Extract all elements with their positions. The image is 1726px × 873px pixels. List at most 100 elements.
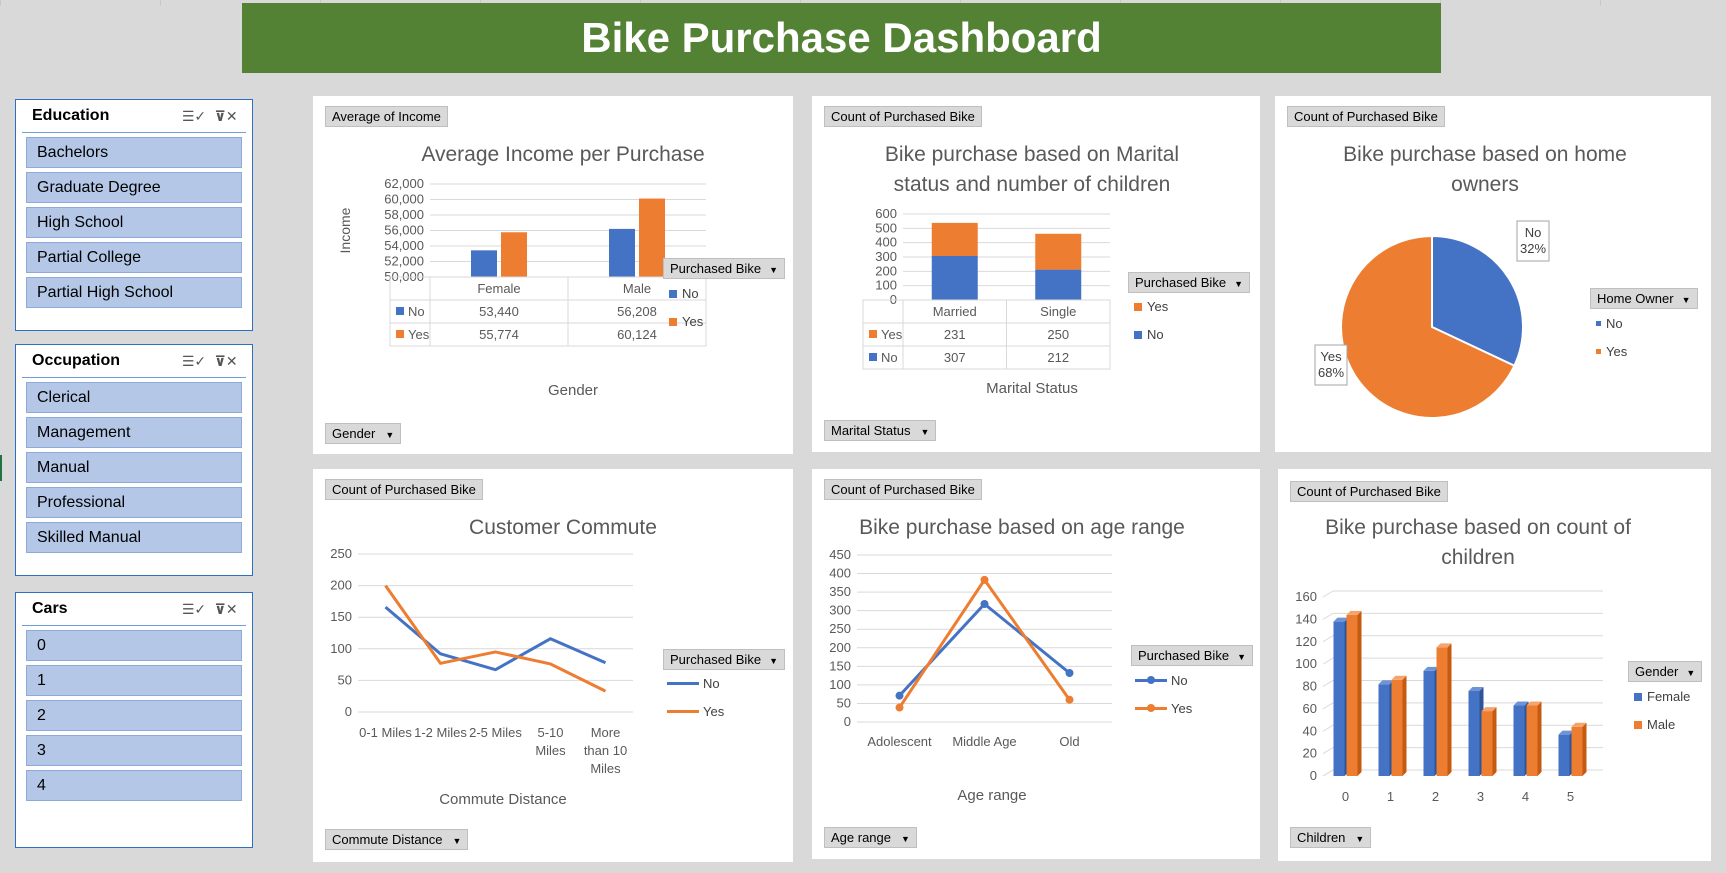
legend-filter-button[interactable]: Purchased Bike ▼ [663,649,785,670]
clear-filter-icon[interactable]: ⊽✕ [214,107,238,124]
y-tick-label: 100 [1295,656,1317,671]
x-tick-label: 0-1 Miles [359,725,412,740]
legend-filter-button[interactable]: Purchased Bike ▼ [1131,645,1253,666]
clear-filter-icon[interactable]: ⊽✕ [214,600,238,617]
chart-title: Bike purchase based on age range [859,516,1185,539]
data-label-box [1516,220,1550,262]
axis-field-button[interactable]: Gender ▼ [325,423,402,444]
chart-panel-commute: Count of Purchased Bike Customer Commute… [313,469,793,862]
bar-side [1357,610,1362,776]
pie-slice-no [1431,234,1524,368]
y-tick-label: 40 [1303,723,1317,738]
multi-select-icon[interactable]: ☰✓ [181,600,207,617]
table-cell: 53,440 [479,304,519,319]
slicer-item[interactable]: Professional [26,487,242,518]
slicer-item[interactable]: 1 [26,665,242,696]
slicer-item[interactable]: Partial College [26,242,242,273]
bar-top [1468,686,1484,691]
gridline [1322,680,1603,687]
legend-item-no: No [1134,327,1164,342]
y-tick-label: 250 [829,621,851,636]
slicer-item[interactable]: Clerical [26,382,242,413]
axis-field-button[interactable]: Marital Status ▼ [824,420,937,441]
table-row-label: No [881,350,898,365]
bar-no [931,255,978,300]
y-tick-label: 100 [330,641,352,656]
value-field-button[interactable]: Count of Purchased Bike [824,106,982,127]
y-tick-label: 50 [837,695,851,710]
slicer-item[interactable]: 2 [26,700,242,731]
bar-female [1468,690,1480,776]
slicer-header: Education ☰✓ ⊽✕ [22,100,246,133]
slicer-item[interactable]: Bachelors [26,137,242,168]
bar-side [1537,701,1542,776]
slicer-item[interactable]: Management [26,417,242,448]
x-tick-label: 4 [1522,789,1529,804]
legend-filter-button[interactable]: Purchased Bike ▼ [1128,272,1250,293]
y-tick-label: 500 [875,220,897,235]
slicer-cars[interactable]: Cars ☰✓ ⊽✕ 0 1 2 3 4 [15,592,253,848]
slicer-item[interactable]: Partial High School [26,277,242,308]
y-tick-label: 20 [1303,746,1317,761]
multi-select-icon[interactable]: ☰✓ [181,352,207,369]
line-series-no [898,602,1071,697]
x-tick-label: Married [933,304,977,319]
x-tick-label: Old [1059,734,1079,749]
chart-panel-children: Count of Purchased Bike Bike purchase ba… [1278,469,1711,861]
axis-field-button[interactable]: Children ▼ [1290,827,1372,848]
y-tick-label: 62,000 [384,176,424,191]
x-tick-label: 5-10 Miles [535,725,566,758]
bar-top [1333,617,1349,622]
x-axis-title: Marital Status [986,380,1078,397]
pie-slice-yes [1340,234,1516,419]
bar-side [1402,675,1407,776]
bar-top [1423,666,1439,671]
slicer-item[interactable]: Skilled Manual [26,522,242,553]
slicer-header: Occupation ☰✓ ⊽✕ [22,345,246,378]
bar-top [1571,722,1587,727]
y-tick-label: 300 [875,249,897,264]
x-tick-label: Female [477,281,520,296]
selected-row-marker [0,455,2,481]
slicer-occupation[interactable]: Occupation ☰✓ ⊽✕ Clerical Management Manua… [15,344,253,576]
bar-female [1558,734,1570,776]
value-field-button[interactable]: Count of Purchased Bike [1287,106,1445,127]
bar-top [1391,675,1407,680]
value-field-button[interactable]: Average of Income [325,106,448,127]
slicer-item[interactable]: 3 [26,735,242,766]
bar-yes [639,198,665,277]
clear-filter-icon[interactable]: ⊽✕ [214,352,238,369]
marker-yes [980,575,989,584]
x-tick-label: 1-2 Miles [414,725,467,740]
y-tick-label: 400 [829,566,851,581]
bar-side [1582,722,1587,776]
y-tick-label: 0 [345,704,352,719]
bar-yes [931,222,978,256]
axis-field-button[interactable]: Commute Distance ▼ [325,829,469,850]
value-field-button[interactable]: Count of Purchased Bike [325,479,483,500]
axis-field-button[interactable]: Age range ▼ [824,827,917,848]
legend-filter-button[interactable]: Gender ▼ [1628,661,1703,682]
x-tick-label: 1 [1387,789,1394,804]
slicer-item[interactable]: 0 [26,630,242,661]
table-cell: 56,208 [617,304,657,319]
slicer-item[interactable]: Manual [26,452,242,483]
slicer-item[interactable]: Graduate Degree [26,172,242,203]
bar-male [1436,647,1448,776]
bar-top [1346,610,1362,615]
legend-item-no: No [667,676,720,691]
slicer-item[interactable]: 4 [26,770,242,801]
chart-title: Average Income per Purchase [421,143,705,166]
value-field-button[interactable]: Count of Purchased Bike [824,479,982,500]
legend-filter-button[interactable]: Home Owner ▼ [1590,288,1698,309]
multi-select-icon[interactable]: ☰✓ [181,107,207,124]
value-field-button[interactable]: Count of Purchased Bike [1290,481,1448,502]
bar-male [1391,679,1403,776]
bar-no [1035,269,1082,300]
slicer-item[interactable]: High School [26,207,242,238]
data-label: No [1525,225,1542,240]
y-tick-label: 160 [1295,589,1317,604]
legend-filter-button[interactable]: Purchased Bike ▼ [663,258,785,279]
slicer-education[interactable]: Education ☰✓ ⊽✕ Bachelors Graduate Degree… [15,99,253,331]
legend-item-no: No [669,286,699,301]
